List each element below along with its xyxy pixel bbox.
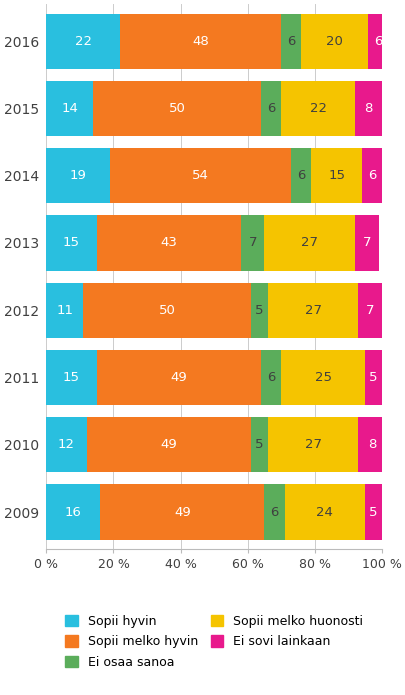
Bar	[358, 417, 384, 473]
Bar	[354, 81, 381, 136]
Text: 27: 27	[304, 304, 321, 317]
Text: 8: 8	[363, 102, 372, 115]
Bar	[100, 484, 264, 539]
Legend: Sopii hyvin, Sopii melko hyvin, Ei osaa sanoa, Sopii melko huonosti, Ei sovi lai: Sopii hyvin, Sopii melko hyvin, Ei osaa …	[60, 610, 367, 673]
Bar	[46, 484, 100, 539]
Text: 6: 6	[296, 169, 305, 182]
Bar	[264, 215, 354, 270]
Text: 49: 49	[160, 439, 177, 451]
Bar	[260, 81, 281, 136]
Bar	[46, 350, 96, 405]
Bar	[311, 148, 361, 203]
Bar	[290, 148, 311, 203]
Text: 5: 5	[255, 439, 263, 451]
Text: 12: 12	[58, 439, 75, 451]
Text: 7: 7	[248, 236, 256, 250]
Bar	[250, 283, 267, 338]
Bar	[364, 484, 381, 539]
Text: 48: 48	[192, 35, 209, 48]
Bar	[46, 283, 83, 338]
Text: 15: 15	[63, 371, 80, 384]
Text: 6: 6	[373, 35, 382, 48]
Text: 43: 43	[160, 236, 177, 250]
Text: 50: 50	[158, 304, 175, 317]
Bar	[86, 417, 250, 473]
Bar	[281, 350, 364, 405]
Bar	[264, 484, 284, 539]
Bar	[358, 283, 381, 338]
Bar	[361, 148, 381, 203]
Text: 6: 6	[266, 371, 275, 384]
Bar	[281, 14, 301, 69]
Text: 11: 11	[56, 304, 73, 317]
Bar	[267, 283, 358, 338]
Bar	[354, 215, 377, 270]
Text: 6: 6	[266, 102, 275, 115]
Text: 5: 5	[369, 505, 377, 518]
Text: 7: 7	[365, 304, 373, 317]
Bar	[301, 14, 368, 69]
Text: 14: 14	[61, 102, 78, 115]
Text: 25: 25	[314, 371, 331, 384]
Text: 8: 8	[367, 439, 375, 451]
Text: 49: 49	[173, 505, 190, 518]
Text: 5: 5	[255, 304, 263, 317]
Text: 27: 27	[304, 439, 321, 451]
Text: 5: 5	[369, 371, 377, 384]
Text: 6: 6	[286, 35, 295, 48]
Bar	[250, 417, 267, 473]
Bar	[284, 484, 364, 539]
Text: 22: 22	[309, 102, 326, 115]
Bar	[281, 81, 354, 136]
Text: 6: 6	[367, 169, 375, 182]
Bar	[93, 81, 260, 136]
Text: 19: 19	[70, 169, 86, 182]
Bar	[110, 148, 290, 203]
Bar	[83, 283, 250, 338]
Bar	[260, 350, 281, 405]
Text: 50: 50	[168, 102, 185, 115]
Text: 15: 15	[327, 169, 344, 182]
Bar	[120, 14, 281, 69]
Bar	[96, 350, 260, 405]
Bar	[46, 215, 96, 270]
Bar	[46, 148, 110, 203]
Bar	[267, 417, 358, 473]
Text: 24: 24	[315, 505, 333, 518]
Text: 6: 6	[270, 505, 278, 518]
Text: 16: 16	[65, 505, 81, 518]
Bar	[46, 14, 120, 69]
Bar	[368, 14, 388, 69]
Bar	[241, 215, 264, 270]
Text: 27: 27	[301, 236, 318, 250]
Bar	[46, 417, 86, 473]
Text: 49: 49	[170, 371, 187, 384]
Text: 22: 22	[75, 35, 92, 48]
Text: 54: 54	[192, 169, 209, 182]
Bar	[46, 81, 93, 136]
Text: 20: 20	[326, 35, 343, 48]
Bar	[364, 350, 381, 405]
Bar	[96, 215, 241, 270]
Text: 15: 15	[63, 236, 80, 250]
Text: 7: 7	[362, 236, 370, 250]
